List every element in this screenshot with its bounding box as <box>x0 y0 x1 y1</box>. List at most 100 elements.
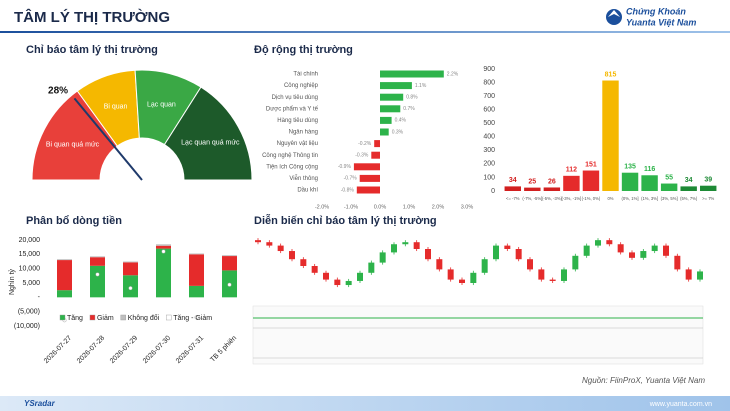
value-label: 2.2% <box>447 71 459 77</box>
legend-swatch <box>166 314 172 321</box>
y-tick-label: 400 <box>483 134 495 141</box>
candle-body <box>289 251 295 260</box>
bar <box>374 140 380 148</box>
gauge-band-label: Bi quan quá mức <box>46 141 100 148</box>
y-tick-label: 100 <box>483 174 495 181</box>
x-tick-label: (5%, 7%) <box>680 196 698 201</box>
bar <box>380 116 392 124</box>
x-tick-label: 2.0% <box>432 204 445 210</box>
x-tick-label: (0%, 1%] <box>622 196 639 201</box>
bar-segment <box>189 285 204 298</box>
bar <box>380 93 404 101</box>
x-tick-label: 0% <box>607 196 613 201</box>
bar <box>371 151 380 159</box>
candle-body <box>493 245 499 260</box>
x-tick-label: (-7%, -5%] <box>522 196 542 201</box>
candle-body <box>481 259 488 273</box>
net-marker <box>227 282 232 287</box>
bar-segment <box>57 259 72 261</box>
section-title: Phân bổ dòng tiền <box>26 215 122 227</box>
bar <box>680 186 697 191</box>
value-label: -0.7% <box>344 176 358 182</box>
header-rule <box>0 31 730 33</box>
bar-segment <box>156 248 171 298</box>
candle-body <box>527 259 533 270</box>
gauge-value: 28% <box>48 85 68 96</box>
candle-body <box>425 249 431 260</box>
candle-body <box>413 242 420 249</box>
legend-swatch <box>59 314 66 321</box>
bar <box>380 82 412 90</box>
gauge-needle <box>73 97 143 181</box>
value-label: 26 <box>548 178 556 185</box>
bar <box>359 174 380 182</box>
category-label: Dược phẩm và Y tế <box>266 105 319 112</box>
x-tick-label: -1.0% <box>344 204 358 210</box>
candle-body <box>617 244 624 253</box>
value-label: 151 <box>585 161 597 168</box>
candle-body <box>629 252 635 258</box>
candle-body <box>255 240 261 243</box>
y-tick-label: 700 <box>483 93 495 100</box>
y-tick-label: (5,000) <box>18 309 40 316</box>
candle-body <box>606 240 613 245</box>
value-label: 34 <box>685 177 693 184</box>
category-label: Tài chính <box>293 72 318 78</box>
category-label: Công nghệ Thông tin <box>262 153 318 159</box>
legend-label: Tăng <box>67 315 83 322</box>
value-label: 135 <box>624 164 636 171</box>
x-tick-label: (-3%, -1%] <box>562 196 582 201</box>
legend-label: Tăng - Giảm <box>173 315 212 322</box>
candle-body <box>651 245 658 252</box>
value-label: 0.7% <box>403 106 415 112</box>
x-tick-label: (-5%, -3%] <box>542 196 562 201</box>
value-label: 116 <box>644 166 655 173</box>
bar <box>621 172 639 191</box>
page-title: TÂM LÝ THỊ TRƯỜNG <box>14 8 170 26</box>
bar-segment <box>156 244 171 246</box>
y-tick-label: 500 <box>483 120 495 127</box>
candle-body <box>379 252 386 263</box>
value-label: 55 <box>665 174 673 181</box>
candle-body <box>549 279 556 281</box>
value-label: 34 <box>509 177 517 184</box>
bar-segment <box>90 256 105 258</box>
footer-url: www.yuanta.com.vn <box>649 401 712 408</box>
value-label: 0.4% <box>395 118 407 124</box>
category-label: Dịch vụ tiêu dùng <box>272 95 318 101</box>
candle-body <box>300 259 307 266</box>
candle-body <box>685 269 692 280</box>
bar-segment <box>222 255 237 257</box>
candle-body <box>345 280 352 286</box>
value-label: 25 <box>528 178 536 185</box>
candle-body <box>334 279 341 286</box>
candle-body <box>266 242 273 246</box>
candle-body <box>436 259 443 270</box>
candle-body <box>572 255 579 270</box>
y-tick-label: 10,000 <box>19 266 41 273</box>
logo-glyph <box>608 10 620 17</box>
candle-body <box>640 251 647 258</box>
y-tick-label: 5,000 <box>22 280 40 287</box>
category-label: Tiện ích Công cộng <box>266 164 318 170</box>
bar-segment <box>90 257 105 266</box>
candle-body <box>663 245 669 256</box>
x-tick-label: 2026-07-27 <box>43 335 73 365</box>
y-axis-title: Nghìn tỷ <box>9 268 16 295</box>
bar <box>582 170 600 191</box>
x-tick-label: 3.0% <box>461 204 474 210</box>
bar-segment <box>123 262 138 276</box>
bar <box>356 186 380 194</box>
value-label: -0.2% <box>358 141 372 147</box>
candle-body <box>357 272 363 281</box>
indicator-subpanel <box>252 305 704 365</box>
legend-swatch <box>120 314 126 321</box>
logo-text: Yuanta Việt Nam <box>626 17 696 27</box>
footer-band <box>0 396 730 411</box>
candle-body <box>470 272 477 283</box>
candle-body <box>674 255 681 270</box>
bar <box>353 163 380 171</box>
value-label: 0.8% <box>406 95 418 101</box>
gauge-band <box>163 86 253 181</box>
category-label: Ngân hàng <box>289 130 318 136</box>
